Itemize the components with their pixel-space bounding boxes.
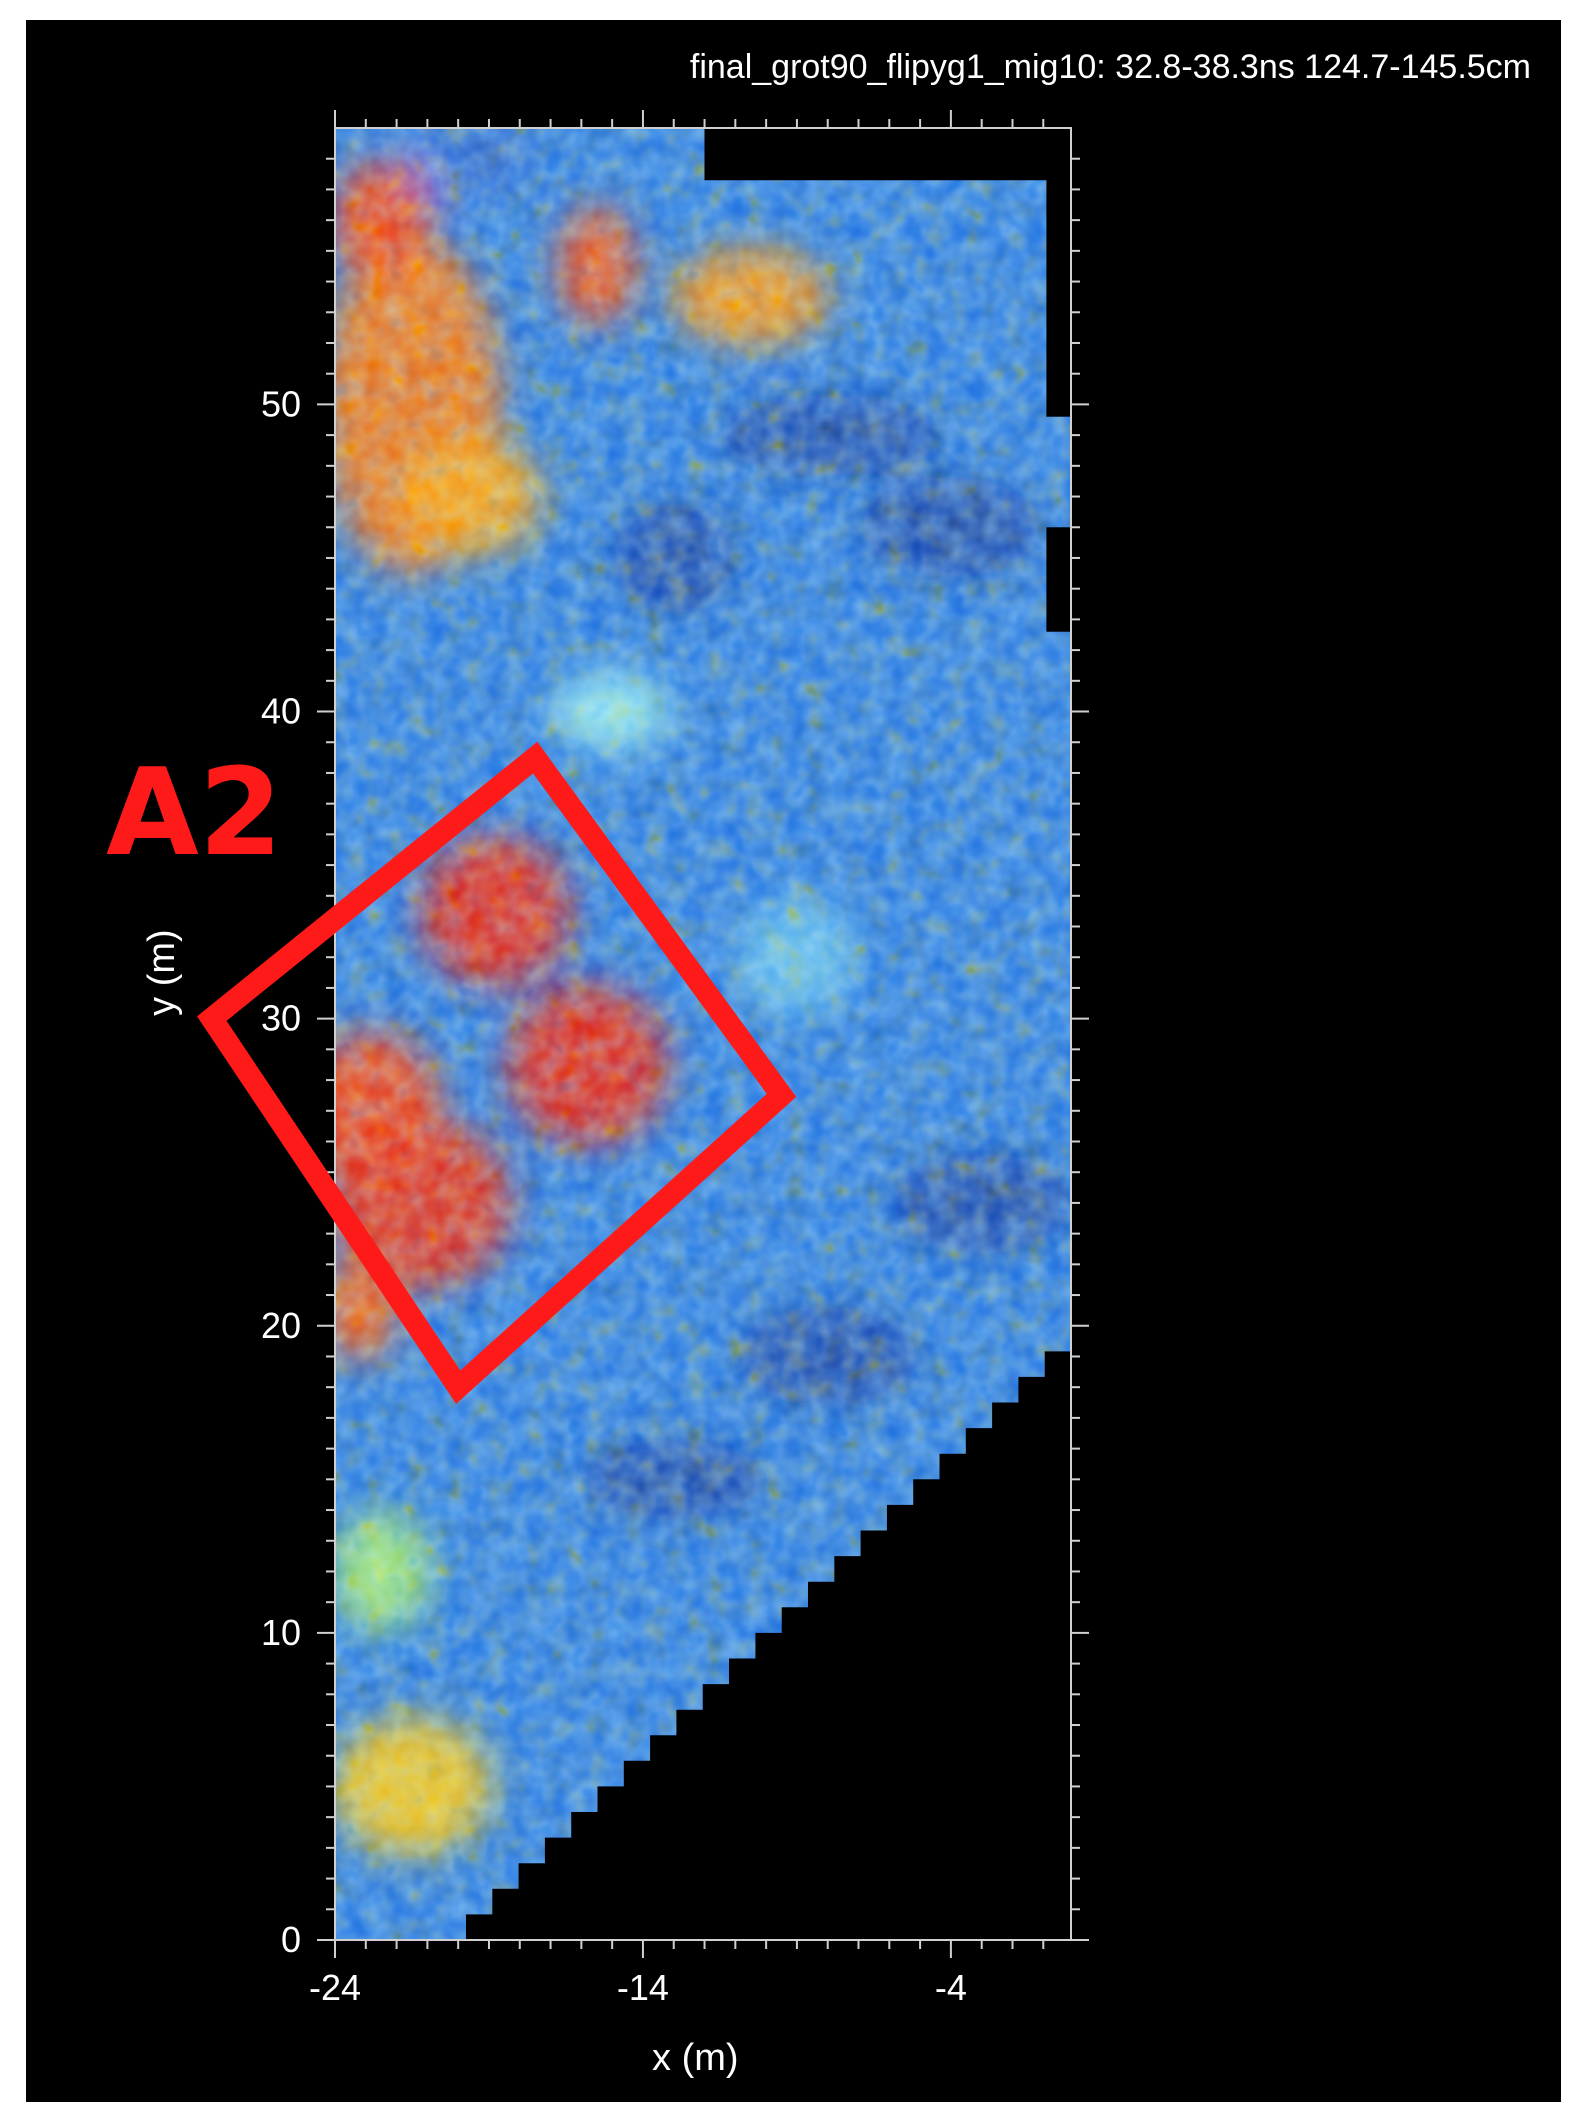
y-tick-label: 30 [261,998,301,1039]
y-axis-label: y (m) [141,929,183,1016]
a2-annotation-box [197,741,797,1404]
axes-frame [334,127,1072,1941]
x-axis-label: x (m) [652,2037,739,2079]
x-tick-label: -24 [309,1967,361,2008]
x-tick-label: -14 [617,1967,669,2008]
y-tick-label: 40 [261,691,301,732]
a2-annotation-label: A2 [106,744,282,883]
y-tick-label: 10 [261,1612,301,1653]
x-tick-label: -4 [935,1967,967,2008]
figure-frame: final_grot90_flipyg1_mig10: 32.8-38.3ns … [26,20,1561,2102]
y-tick-label: 50 [261,383,301,424]
gpr-depth-slice-chart: final_grot90_flipyg1_mig10: 32.8-38.3ns … [106,48,1531,2079]
y-tick-label: 20 [261,1305,301,1346]
chart-title: final_grot90_flipyg1_mig10: 32.8-38.3ns … [690,48,1531,86]
axis-tick-labels: 0 10 20 30 40 50 -24 -14 -4 [261,383,967,2008]
heatmap-area [335,128,1071,1940]
axis-ticks [317,110,1089,1958]
y-tick-label: 0 [281,1919,301,1960]
